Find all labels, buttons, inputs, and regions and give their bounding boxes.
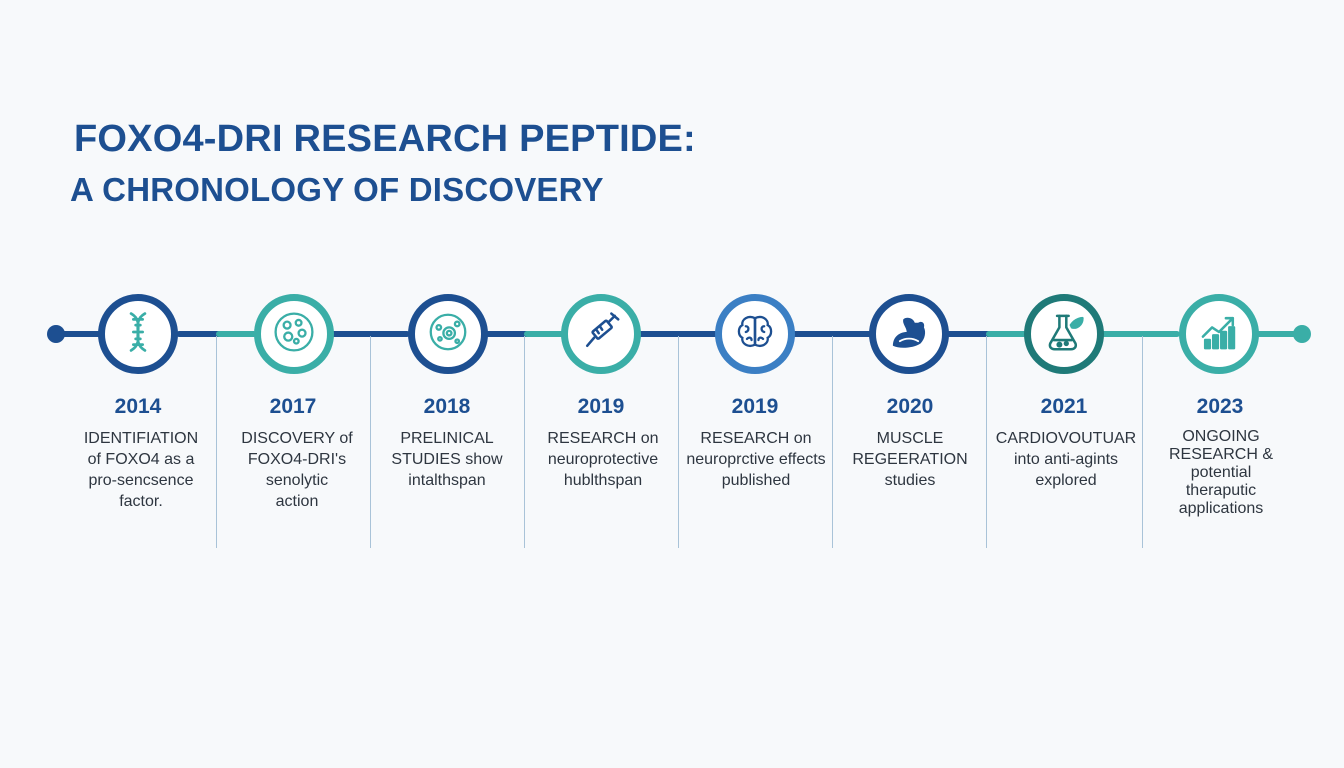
milestone-year: 2019 (731, 395, 779, 418)
description-line: neuroprctive effects (686, 451, 826, 468)
milestone-year: 2021 (1040, 395, 1088, 418)
column-divider (832, 336, 833, 548)
timeline-axis-segment (1256, 331, 1302, 337)
title-line-2: A CHRONOLOGY OF DISCOVERY (70, 171, 604, 208)
milestone-year: 2017 (269, 395, 317, 418)
column-divider (986, 336, 987, 548)
description-line: theraputic (1185, 482, 1257, 499)
timeline-axis-segment (216, 331, 256, 337)
description-line: neuroprotective (547, 451, 659, 468)
milestone-node-2019-b (715, 294, 795, 374)
milestone-description: ONGOING RESEARCH & potential theraputic … (1144, 428, 1298, 518)
milestone-node-2014 (98, 294, 178, 374)
milestone-description: CARDIOVOUTUAR into anti-agints explored (989, 428, 1143, 491)
description-line: senolytic (265, 472, 329, 489)
timeline-axis-segment (792, 331, 872, 337)
description-line: RESEARCH & (1168, 446, 1274, 463)
description-line: STUDIES show (391, 451, 503, 468)
description-line: intalthspan (408, 472, 486, 489)
cell-icon (425, 309, 471, 360)
description-line: RESEARCH on (547, 430, 659, 447)
description-line: factor. (119, 493, 163, 510)
muscle-icon (886, 309, 932, 360)
page-title: FOXO4-DRI RESEARCH PEPTIDE: A CHRONOLOGY… (70, 120, 696, 206)
column-divider (524, 336, 525, 548)
description-line: ONGOING (1182, 428, 1260, 445)
timeline-axis-segment (330, 331, 410, 337)
milestone-year: 2014 (114, 395, 162, 418)
milestone-node-2020 (869, 294, 949, 374)
description-line: RESEARCH on (700, 430, 812, 447)
milestone-year: 2023 (1196, 395, 1244, 418)
milestone-node-2021 (1024, 294, 1104, 374)
column-divider (216, 336, 217, 548)
milestone-description: PRELINICAL STUDIES show intalthspan (370, 428, 524, 491)
milestone-node-2018 (408, 294, 488, 374)
milestone-year: 2018 (423, 395, 471, 418)
syringe-icon (578, 309, 624, 360)
milestone-description: RESEARCH on neuroprotective hublthspan (526, 428, 680, 491)
column-divider (678, 336, 679, 548)
description-line: studies (884, 472, 936, 489)
description-line: CARDIOVOUTUAR (995, 430, 1137, 447)
description-line: hublthspan (563, 472, 643, 489)
milestone-description: IDENTIFIATION of FOXO4 as a pro-sencsenc… (64, 428, 218, 512)
timeline-start-dot (47, 325, 65, 343)
description-line: REGEERATION (852, 451, 968, 468)
milestone-description: MUSCLE REGEERATION studies (833, 428, 987, 491)
column-divider (370, 336, 371, 548)
description-line: IDENTIFIATION (83, 430, 199, 447)
timeline-axis-segment (56, 331, 102, 337)
description-line: action (275, 493, 319, 510)
milestone-year: 2019 (577, 395, 625, 418)
brain-icon (732, 309, 778, 360)
description-line: PRELINICAL (400, 430, 494, 447)
description-line: into anti-agints (1013, 451, 1119, 468)
title-line-1: FOXO4-DRI RESEARCH PEPTIDE: (74, 118, 696, 160)
growth-chart-icon (1196, 309, 1242, 360)
description-line: potential (1190, 464, 1252, 481)
dna-icon (115, 309, 161, 360)
description-line: MUSCLE (876, 430, 944, 447)
description-line: applications (1178, 500, 1264, 517)
description-line: published (721, 472, 791, 489)
milestone-node-2017 (254, 294, 334, 374)
timeline-axis-segment (986, 331, 1026, 337)
milestone-node-2019-a (561, 294, 641, 374)
description-line: DISCOVERY of (241, 430, 353, 447)
description-line: explored (1035, 472, 1097, 489)
timeline-axis-segment (524, 331, 564, 337)
milestone-year: 2020 (886, 395, 934, 418)
milestone-description: RESEARCH on neuroprctive effects publish… (679, 428, 833, 491)
flask-icon (1041, 309, 1087, 360)
milestone-description: DISCOVERY of FOXO4-DRI's senolytic actio… (220, 428, 374, 512)
description-line: pro-sencsence (88, 472, 194, 489)
timeline-axis-segment (1100, 331, 1180, 337)
description-line: FOXO4-DRI's (247, 451, 347, 468)
cells-icon (271, 309, 317, 360)
timeline-end-dot (1293, 325, 1311, 343)
timeline-axis-segment (638, 331, 718, 337)
description-line: of FOXO4 as a (87, 451, 195, 468)
milestone-node-2023 (1179, 294, 1259, 374)
column-divider (1142, 336, 1143, 548)
